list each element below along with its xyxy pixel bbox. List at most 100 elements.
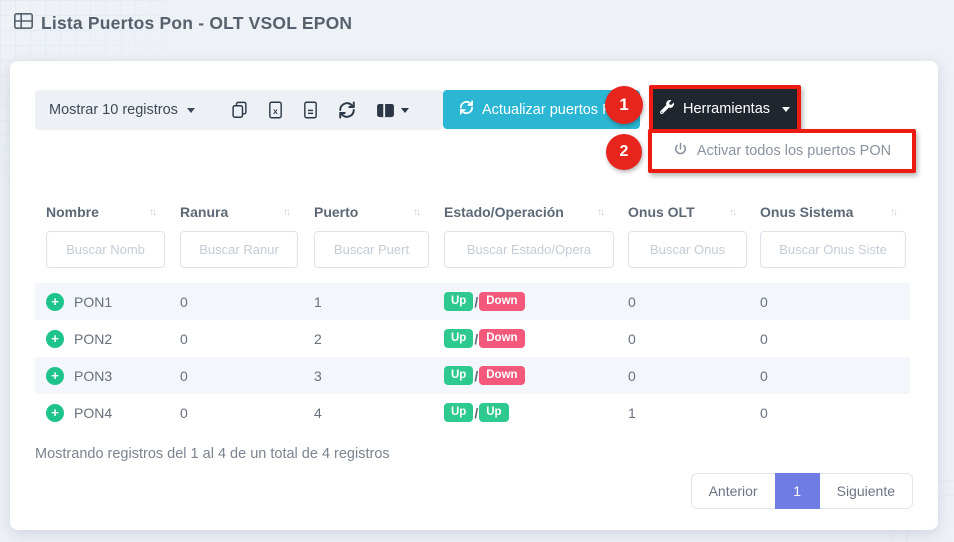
estado-cell: Up / Down	[433, 365, 617, 386]
page-title: Lista Puertos Pon - OLT VSOL EPON	[41, 13, 353, 33]
pon-name: PON3	[74, 367, 113, 384]
search-onus-sistema-input[interactable]	[760, 231, 906, 268]
status-badge: Up	[444, 402, 474, 423]
puerto-value: 1	[314, 293, 322, 310]
svg-text:x: x	[273, 106, 278, 116]
ranura-value: 0	[180, 404, 188, 421]
search-puerto-input[interactable]	[314, 231, 429, 268]
ranura-value: 0	[180, 367, 188, 384]
column-header-ranura[interactable]: Ranura ↑↓	[169, 204, 303, 220]
annotation-box-2: Activar todos los puertos PON	[648, 129, 916, 173]
sort-icon: ↑↓	[597, 206, 605, 218]
previous-page-button[interactable]: Anterior	[690, 473, 776, 509]
search-nombre-input[interactable]	[46, 231, 165, 268]
activate-all-pon-ports-menu-item[interactable]: Activar todos los puertos PON	[667, 141, 897, 162]
expand-row-button[interactable]: +	[46, 403, 64, 422]
next-page-button[interactable]: Siguiente	[818, 473, 913, 509]
column-header-puerto[interactable]: Puerto ↑↓	[303, 204, 433, 220]
sort-icon: ↑↓	[890, 206, 898, 218]
export-excel-button[interactable]: x	[268, 101, 283, 119]
status-badge: Down	[479, 365, 525, 386]
column-label: Puerto	[314, 204, 359, 220]
refresh-icon	[338, 101, 356, 119]
expand-row-button[interactable]: +	[46, 329, 64, 348]
status-badge: Down	[479, 328, 525, 349]
status-separator: /	[474, 367, 479, 384]
sort-icon: ↑↓	[283, 206, 291, 218]
show-entries-dropdown[interactable]: Mostrar 10 registros	[49, 102, 195, 118]
status-badge: Down	[479, 291, 525, 312]
column-visibility-button[interactable]	[376, 103, 409, 118]
pon-name: PON2	[74, 330, 113, 347]
column-header-nombre[interactable]: Nombre ↑↓	[35, 204, 169, 220]
onus-sistema-value: 0	[760, 404, 768, 421]
table-row: + PON3 0 3 Up / Down 0 0	[35, 357, 910, 394]
table-row: + PON2 0 2 Up / Down 0 0	[35, 320, 910, 357]
show-entries-label: Mostrar 10 registros	[49, 102, 178, 118]
reload-table-button[interactable]	[338, 101, 356, 119]
table-row: + PON1 0 1 Up / Down 0 0	[35, 283, 910, 320]
column-label: Ranura	[180, 204, 229, 220]
annotation-step-1: 1	[605, 86, 643, 124]
status-badge: Up	[444, 291, 474, 312]
expand-row-button[interactable]: +	[46, 292, 64, 311]
onus-olt-value: 0	[628, 330, 636, 347]
sort-icon: ↑↓	[729, 206, 737, 218]
pagination: Anterior 1 Siguiente	[690, 473, 913, 509]
onus-olt-value: 0	[628, 293, 636, 310]
column-header-estado[interactable]: Estado/Operación ↑↓	[433, 204, 617, 220]
copy-icon	[231, 101, 248, 119]
column-header-onus-olt[interactable]: Onus OLT ↑↓	[617, 204, 749, 220]
pon-name: PON4	[74, 404, 113, 421]
annotation-step-2: 2	[606, 134, 642, 170]
expand-row-button[interactable]: +	[46, 366, 64, 385]
search-estado-input[interactable]	[444, 231, 614, 268]
copy-button[interactable]	[231, 101, 248, 119]
onus-olt-value: 0	[628, 367, 636, 384]
onus-sistema-value: 0	[760, 293, 768, 310]
search-ranura-input[interactable]	[180, 231, 298, 268]
activate-all-pon-ports-label: Activar todos los puertos PON	[696, 143, 892, 159]
onus-olt-value: 1	[628, 404, 636, 421]
status-badge: Up	[479, 402, 509, 423]
search-onus-olt-input[interactable]	[628, 231, 747, 268]
columns-icon	[376, 103, 395, 118]
ranura-value: 0	[180, 330, 188, 347]
chevron-down-icon	[782, 106, 791, 112]
onus-sistema-value: 0	[760, 367, 768, 384]
sort-icon: ↑↓	[413, 206, 421, 218]
column-label: Onus OLT	[628, 204, 695, 220]
status-badge: Up	[444, 328, 474, 349]
estado-cell: Up / Down	[433, 328, 617, 349]
wrench-icon	[659, 100, 674, 118]
refresh-icon	[459, 100, 474, 119]
puerto-value: 3	[314, 367, 322, 384]
puerto-value: 4	[314, 404, 322, 421]
table-toolbar: Mostrar 10 registros x	[35, 90, 443, 130]
column-header-onus-sistema[interactable]: Onus Sistema ↑↓	[749, 204, 910, 220]
status-separator: /	[474, 404, 479, 421]
records-summary: Mostrando registros del 1 al 4 de un tot…	[35, 446, 390, 462]
page-header: Lista Puertos Pon - OLT VSOL EPON	[14, 13, 352, 34]
export-file-button[interactable]	[303, 101, 318, 119]
power-icon	[673, 142, 688, 161]
page-1-button[interactable]: 1	[774, 473, 820, 509]
column-label: Onus Sistema	[760, 204, 854, 220]
table-header-row: Nombre ↑↓ Ranura ↑↓ Puerto ↑↓ Estado/Ope…	[35, 193, 910, 231]
annotation-box-1: Herramientas	[649, 85, 801, 133]
table-row: + PON4 0 4 Up / Up 1 0	[35, 394, 910, 431]
pon-ports-table: Nombre ↑↓ Ranura ↑↓ Puerto ↑↓ Estado/Ope…	[35, 193, 910, 431]
pon-name: PON1	[74, 293, 113, 310]
estado-cell: Up / Up	[433, 402, 617, 423]
onus-sistema-value: 0	[760, 330, 768, 347]
table-icon	[14, 13, 33, 34]
puerto-value: 2	[314, 330, 322, 347]
tools-button[interactable]: Herramientas	[653, 89, 797, 129]
sort-icon: ↑↓	[149, 206, 157, 218]
column-label: Nombre	[46, 204, 99, 220]
excel-file-icon: x	[268, 101, 283, 119]
status-separator: /	[474, 293, 479, 310]
tools-label: Herramientas	[682, 101, 771, 117]
table-filter-row	[35, 231, 910, 283]
